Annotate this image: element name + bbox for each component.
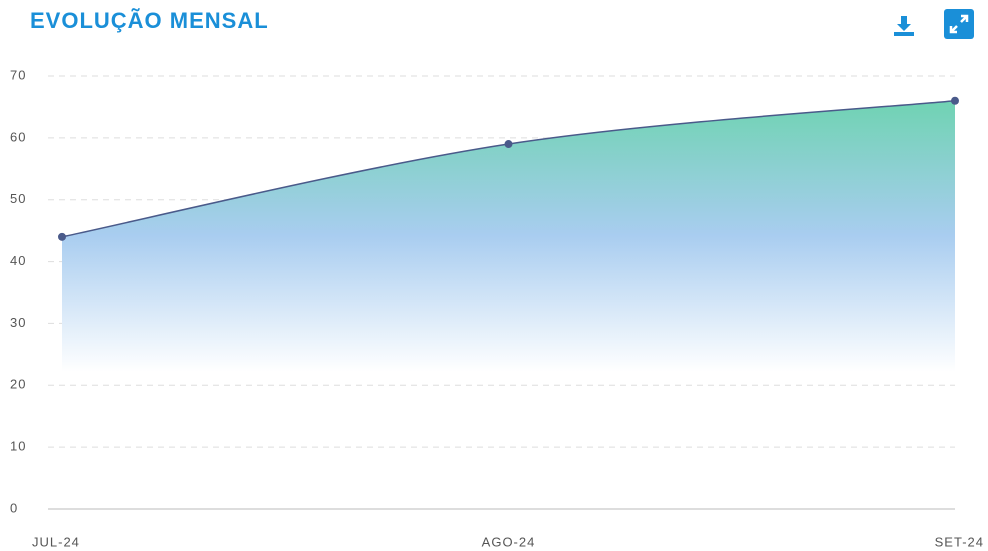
area-fill — [62, 100, 955, 372]
y-tick-label: 50 — [10, 191, 26, 206]
point — [504, 140, 513, 149]
y-tick-label: 20 — [10, 377, 26, 392]
y-tick-label: 70 — [10, 67, 26, 82]
expand-button[interactable] — [944, 9, 974, 39]
download-button[interactable] — [891, 12, 917, 38]
x-tick-label: AGO-24 — [482, 534, 536, 549]
y-tick-label: 30 — [10, 315, 26, 330]
chart-title: EVOLUÇÃO MENSAL — [30, 8, 269, 33]
point — [951, 96, 959, 105]
x-tick-label: JUL-24 — [32, 534, 80, 549]
y-tick-label: 40 — [10, 253, 26, 268]
y-tick-label: 10 — [10, 439, 26, 454]
point — [58, 232, 66, 241]
x-tick-label: SET-24 — [935, 534, 984, 549]
y-tick-label: 60 — [10, 129, 26, 144]
y-tick-label: 0 — [10, 500, 18, 515]
